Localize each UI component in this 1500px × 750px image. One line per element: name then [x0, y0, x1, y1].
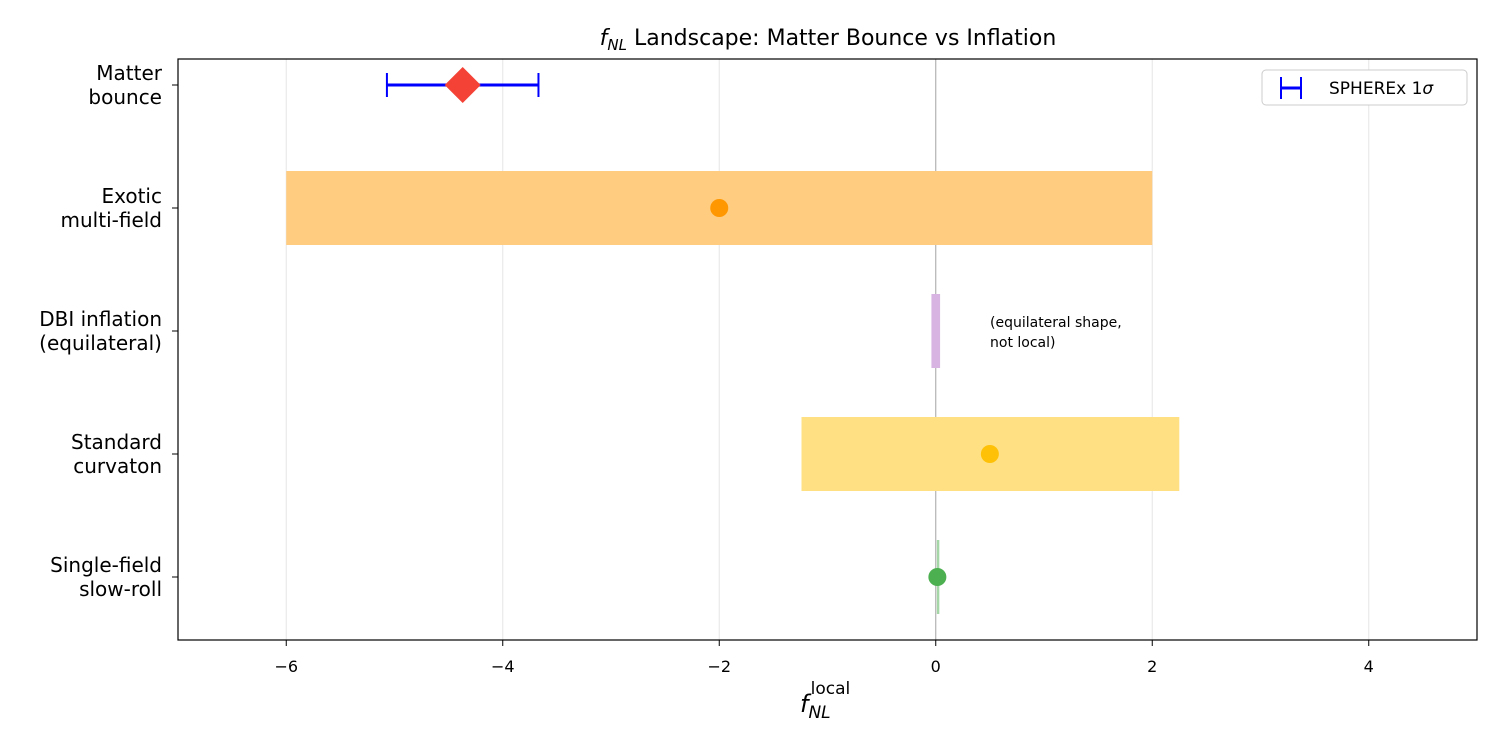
point: [928, 568, 947, 586]
y-tick-label: curvaton: [73, 454, 162, 478]
x-tick-label: −4: [491, 657, 515, 676]
point: [444, 67, 481, 103]
x-tick-label: 0: [931, 657, 941, 676]
legend-symbol: σ: [1422, 79, 1434, 99]
xlabel-subscript: NL: [808, 703, 830, 723]
annotation: (equilateral shape,: [990, 315, 1122, 331]
title-symbol: f: [600, 26, 611, 51]
x-axis-label: fNLlocal: [800, 679, 850, 723]
point: [980, 445, 999, 463]
y-tick-label: (equilateral): [39, 331, 162, 355]
range-bar: [931, 294, 941, 368]
legend-label: SPHEREx 1σ: [1329, 79, 1434, 99]
y-tick-label: Single-field: [50, 553, 162, 577]
legend-box: [1261, 69, 1468, 106]
annotation: not local): [990, 335, 1055, 351]
y-tick-label: multi-field: [61, 208, 162, 232]
plot-frame: [177, 58, 1478, 641]
x-tick-label: −6: [274, 657, 298, 676]
y-tick-label: DBI inflation: [39, 307, 162, 331]
point: [710, 199, 729, 217]
title-subscript: NL: [607, 36, 627, 54]
x-tick-label: 2: [1147, 657, 1157, 676]
y-tick-label: Matter: [96, 61, 163, 85]
y-tick-label: bounce: [88, 85, 162, 109]
x-tick-label: 4: [1364, 657, 1374, 676]
title-text: Landscape: Matter Bounce vs Inflation: [627, 26, 1056, 51]
chart-title: fNL Landscape: Matter Bounce vs Inflatio…: [600, 26, 1057, 54]
y-tick-label: slow-roll: [79, 577, 162, 601]
y-tick-label: Exotic: [102, 184, 163, 208]
x-tick-label: −2: [707, 657, 731, 676]
xlabel-superscript: local: [811, 679, 851, 699]
legend-text: SPHEREx 1: [1329, 79, 1422, 99]
y-tick-label: Standard: [71, 430, 162, 454]
